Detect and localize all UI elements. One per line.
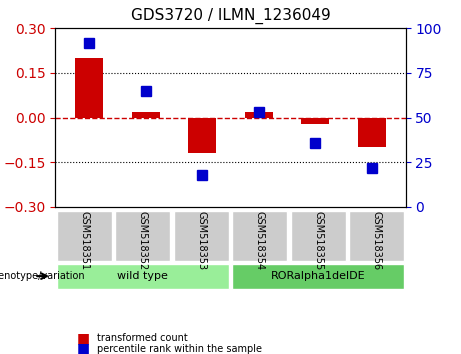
Text: percentile rank within the sample: percentile rank within the sample <box>97 344 262 354</box>
Bar <box>131 112 160 118</box>
Text: GSM518352: GSM518352 <box>138 211 148 270</box>
Text: GSM518353: GSM518353 <box>196 211 207 270</box>
FancyBboxPatch shape <box>232 211 287 261</box>
FancyBboxPatch shape <box>290 211 346 261</box>
FancyBboxPatch shape <box>115 211 171 261</box>
Text: GSM518355: GSM518355 <box>313 211 323 270</box>
FancyBboxPatch shape <box>174 211 229 261</box>
FancyBboxPatch shape <box>232 264 404 289</box>
Bar <box>188 118 216 153</box>
Text: GSM518354: GSM518354 <box>254 211 265 270</box>
Text: wild type: wild type <box>118 271 168 281</box>
Bar <box>358 118 386 147</box>
Text: GSM518351: GSM518351 <box>79 211 89 270</box>
FancyBboxPatch shape <box>349 211 404 261</box>
Text: RORalpha1delDE: RORalpha1delDE <box>271 271 366 281</box>
FancyBboxPatch shape <box>57 211 112 261</box>
Bar <box>301 118 330 124</box>
Bar <box>75 58 103 118</box>
Text: transformed count: transformed count <box>97 333 188 343</box>
Text: GSM518356: GSM518356 <box>372 211 382 270</box>
FancyBboxPatch shape <box>57 264 229 289</box>
Text: genotype/variation: genotype/variation <box>0 271 85 281</box>
Text: ■: ■ <box>77 342 89 354</box>
Bar <box>245 112 273 118</box>
Title: GDS3720 / ILMN_1236049: GDS3720 / ILMN_1236049 <box>130 8 331 24</box>
Text: ■: ■ <box>77 331 89 345</box>
